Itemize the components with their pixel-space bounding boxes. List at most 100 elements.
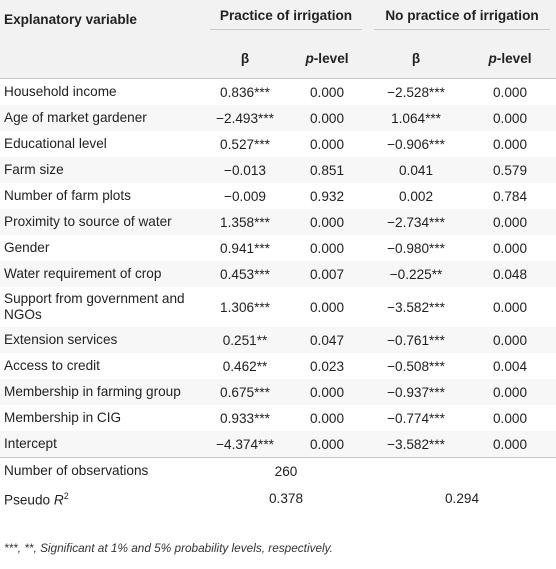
p-level-irrigation: 0.023 <box>286 353 369 379</box>
table-row: Access to credit 0.462** 0.023 −0.508*** 0.0… <box>0 353 556 379</box>
beta-no-irrigation: −0.761*** <box>368 327 465 353</box>
header-p-level-2: p-level <box>464 38 556 79</box>
table-row: Number of farm plots −0.009 0.932 0.002 0.78… <box>0 183 556 209</box>
beta-irrigation: 0.941*** <box>204 235 286 261</box>
p-level-no-irrigation: 0.000 <box>464 78 556 105</box>
observations-blank <box>368 457 556 484</box>
table-row: Proximity to source of water 1.358*** 0.00… <box>0 209 556 235</box>
row-label: Membership in CIG <box>0 405 204 431</box>
table-row: Support from government and NGOs 1.306***… <box>0 287 556 327</box>
beta-irrigation: 0.251** <box>204 327 286 353</box>
p-level-no-irrigation: 0.000 <box>464 379 556 405</box>
header-row-groups: Explanatory variable Practice of irrigat… <box>0 0 556 38</box>
table-footnote: ***, **, Significant at 1% and 5% probab… <box>4 541 333 555</box>
row-label: Age of market gardener <box>0 105 204 131</box>
header-practice-label: Practice of irrigation <box>210 8 363 30</box>
p-level-irrigation: 0.000 <box>286 209 369 235</box>
row-label: Farm size <box>0 157 204 183</box>
p-level-irrigation: 0.000 <box>286 431 369 458</box>
observations-value: 260 <box>204 457 369 484</box>
pseudo-r2-label: Pseudo R2 <box>0 484 204 512</box>
pseudo-r2-label-base: Pseudo <box>4 492 54 508</box>
p-level-no-irrigation: 0.000 <box>464 235 556 261</box>
beta-no-irrigation: 0.002 <box>368 183 465 209</box>
row-label: Proximity to source of water <box>0 209 204 235</box>
row-label: Support from government and NGOs <box>0 287 204 327</box>
p-level-no-irrigation: 0.000 <box>464 131 556 157</box>
row-label: Membership in farming group <box>0 379 204 405</box>
pseudo-r2-value-2: 0.294 <box>445 490 480 506</box>
beta-no-irrigation: −0.937*** <box>368 379 465 405</box>
p-level-no-irrigation: 0.784 <box>464 183 556 209</box>
p-level-irrigation: 0.000 <box>286 287 369 327</box>
beta-no-irrigation: −2.734*** <box>368 209 465 235</box>
beta-irrigation: 0.836*** <box>204 78 286 105</box>
header-beta-2: β <box>368 38 465 79</box>
beta-no-irrigation: 0.041 <box>368 157 465 183</box>
table-row: Water requirement of crop 0.453*** 0.007 −0… <box>0 261 556 287</box>
p-level-irrigation: 0.047 <box>286 327 369 353</box>
p-suffix-1: -level <box>313 50 349 66</box>
beta-irrigation: 0.453*** <box>204 261 286 287</box>
header-p-level-1: p-level <box>286 38 369 79</box>
table-row: Household income 0.836*** 0.000 −2.528*** 0.… <box>0 78 556 105</box>
table-row: Educational level 0.527*** 0.000 −0.906*** 0… <box>0 131 556 157</box>
beta-irrigation: 1.358*** <box>204 209 286 235</box>
p-level-no-irrigation: 0.048 <box>464 261 556 287</box>
pseudo-r2-value-1: 0.378 <box>268 490 304 506</box>
row-label: Number of farm plots <box>0 183 204 209</box>
pseudo-r2-row: Pseudo R2 0.378 0.294 <box>0 484 556 512</box>
p-level-no-irrigation: 0.000 <box>464 431 556 458</box>
p-level-no-irrigation: 0.000 <box>464 209 556 235</box>
p-level-no-irrigation: 0.000 <box>464 287 556 327</box>
beta-irrigation: −4.374*** <box>204 431 286 458</box>
p-italic-1: p <box>305 50 314 66</box>
header-practice-of-irrigation: Practice of irrigation <box>204 0 369 38</box>
p-level-no-irrigation: 0.000 <box>464 105 556 131</box>
regression-table: Explanatory variable Practice of irrigat… <box>0 0 556 512</box>
pseudo-r2-label-r: R <box>53 492 64 508</box>
beta-irrigation: −0.013 <box>204 157 286 183</box>
table-row: Extension services 0.251** 0.047 −0.761*** 0… <box>0 327 556 353</box>
pseudo-r2-label-sup: 2 <box>63 490 69 501</box>
header-row-columns: β p-level β p-level <box>0 38 556 79</box>
p-italic-2: p <box>488 50 497 66</box>
header-beta-1: β <box>204 38 286 79</box>
beta-irrigation: 0.462** <box>204 353 286 379</box>
beta-no-irrigation: −0.508*** <box>368 353 465 379</box>
p-level-no-irrigation: 0.000 <box>464 405 556 431</box>
row-label: Educational level <box>0 131 204 157</box>
header-blank-cell <box>0 38 204 79</box>
p-suffix-2: -level <box>496 50 532 66</box>
beta-no-irrigation: −3.582*** <box>368 431 465 458</box>
row-label: Gender <box>0 235 204 261</box>
p-level-no-irrigation: 0.000 <box>464 327 556 353</box>
p-level-no-irrigation: 0.004 <box>464 353 556 379</box>
row-label: Water requirement of crop <box>0 261 204 287</box>
beta-irrigation: 0.527*** <box>204 131 286 157</box>
table-row: Age of market gardener −2.493*** 0.000 1.06… <box>0 105 556 131</box>
p-level-irrigation: 0.000 <box>286 131 369 157</box>
beta-no-irrigation: −0.225** <box>368 261 465 287</box>
p-level-irrigation: 0.851 <box>286 157 369 183</box>
p-level-irrigation: 0.000 <box>286 235 369 261</box>
beta-irrigation: 0.675*** <box>204 379 286 405</box>
p-level-irrigation: 0.000 <box>286 379 369 405</box>
table-row: Gender 0.941*** 0.000 −0.980*** 0.000 <box>0 235 556 261</box>
header-no-practice-of-irrigation: No practice of irrigation <box>368 0 556 38</box>
beta-irrigation: −0.009 <box>204 183 286 209</box>
p-level-irrigation: 0.007 <box>286 261 369 287</box>
p-level-irrigation: 0.000 <box>286 105 369 131</box>
table-row: Intercept −4.374*** 0.000 −3.582*** 0.000 <box>0 431 556 458</box>
beta-no-irrigation: −0.980*** <box>368 235 465 261</box>
p-level-irrigation: 0.000 <box>286 405 369 431</box>
beta-irrigation: 0.933*** <box>204 405 286 431</box>
header-explanatory-variable: Explanatory variable <box>0 0 204 38</box>
beta-no-irrigation: −3.582*** <box>368 287 465 327</box>
table-row: Farm size −0.013 0.851 0.041 0.579 <box>0 157 556 183</box>
beta-no-irrigation: −0.906*** <box>368 131 465 157</box>
row-label: Household income <box>0 78 204 105</box>
p-level-irrigation: 0.932 <box>286 183 369 209</box>
beta-irrigation: −2.493*** <box>204 105 286 131</box>
row-label: Access to credit <box>0 353 204 379</box>
